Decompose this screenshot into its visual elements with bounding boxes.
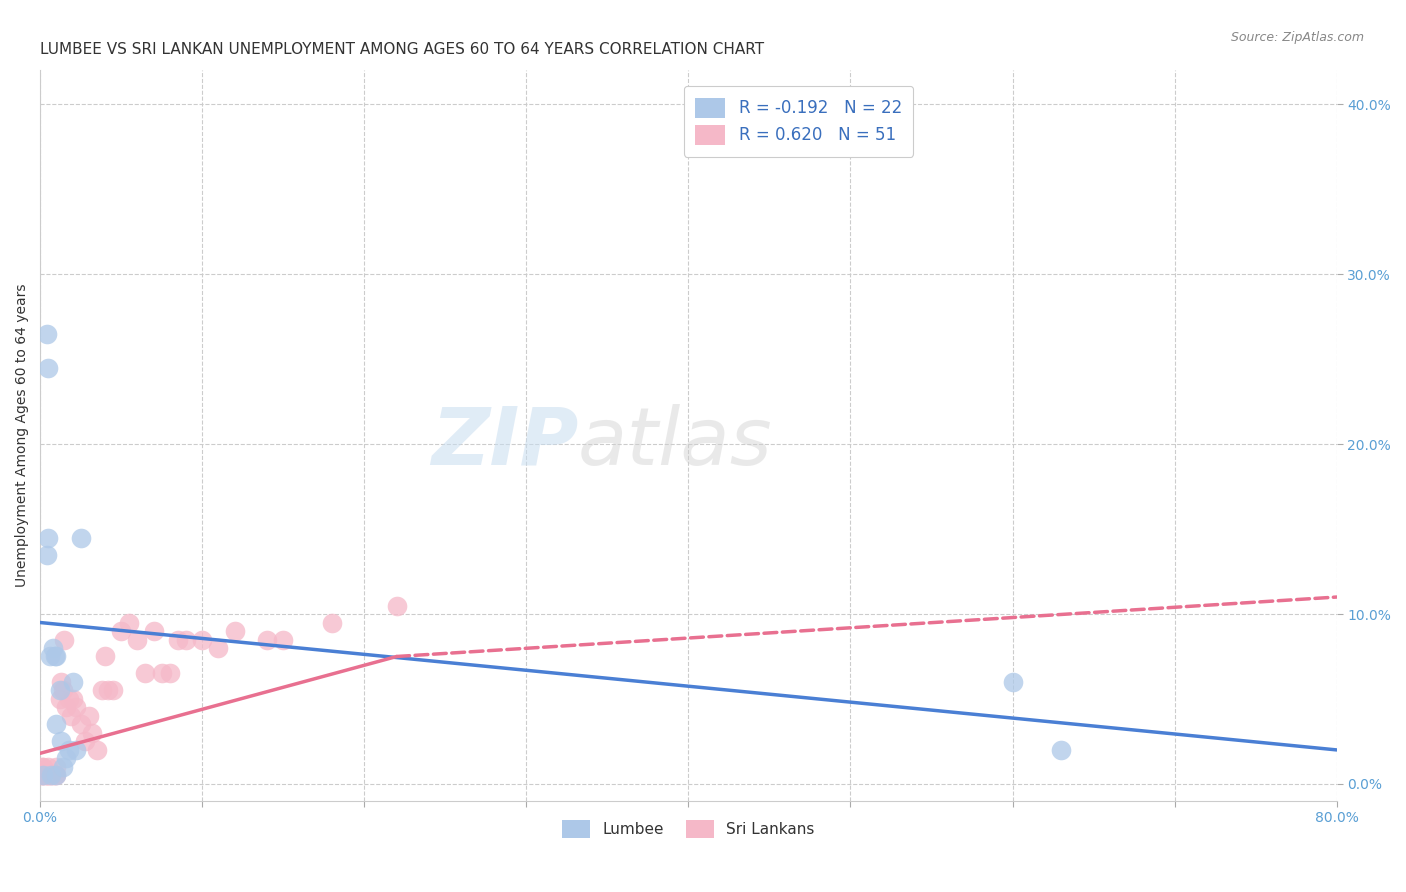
Point — [191, 632, 214, 647]
Y-axis label: Unemployment Among Ages 60 to 64 years: Unemployment Among Ages 60 to 64 years — [15, 284, 30, 588]
Point — [256, 632, 278, 647]
Point — [34, 764, 56, 778]
Legend: Lumbee, Sri Lankans: Lumbee, Sri Lankans — [557, 814, 821, 845]
Point — [224, 624, 246, 638]
Point — [41, 768, 63, 782]
Point — [55, 700, 77, 714]
Point — [44, 649, 66, 664]
Point — [52, 760, 75, 774]
Point — [159, 666, 181, 681]
Point — [1001, 675, 1024, 690]
Point — [97, 683, 120, 698]
Point — [45, 768, 67, 782]
Point — [58, 692, 80, 706]
Point — [53, 632, 76, 647]
Point — [127, 632, 149, 647]
Point — [65, 700, 87, 714]
Point — [37, 531, 59, 545]
Point — [62, 692, 84, 706]
Point — [31, 768, 53, 782]
Point — [58, 743, 80, 757]
Point — [35, 768, 58, 782]
Text: LUMBEE VS SRI LANKAN UNEMPLOYMENT AMONG AGES 60 TO 64 YEARS CORRELATION CHART: LUMBEE VS SRI LANKAN UNEMPLOYMENT AMONG … — [41, 42, 765, 57]
Point — [62, 675, 84, 690]
Point — [167, 632, 190, 647]
Point — [80, 726, 103, 740]
Point — [101, 683, 124, 698]
Point — [86, 743, 108, 757]
Point — [55, 751, 77, 765]
Point — [45, 649, 67, 664]
Point — [41, 768, 63, 782]
Point — [110, 624, 132, 638]
Text: Source: ZipAtlas.com: Source: ZipAtlas.com — [1230, 31, 1364, 45]
Point — [42, 640, 65, 655]
Point — [45, 768, 67, 782]
Point — [59, 709, 82, 723]
Point — [38, 768, 60, 782]
Point — [52, 683, 75, 698]
Point — [174, 632, 197, 647]
Point — [31, 760, 53, 774]
Point — [118, 615, 141, 630]
Point — [94, 649, 117, 664]
Point — [69, 531, 91, 545]
Point — [37, 760, 59, 774]
Point — [48, 683, 70, 698]
Point — [37, 768, 59, 782]
Point — [385, 599, 408, 613]
Point — [44, 768, 66, 782]
Point — [35, 548, 58, 562]
Point — [271, 632, 294, 647]
Point — [45, 717, 67, 731]
Point — [207, 640, 229, 655]
Point — [32, 768, 55, 782]
Point — [31, 768, 53, 782]
Point — [65, 743, 87, 757]
Point — [51, 734, 73, 748]
Point — [45, 760, 67, 774]
Point — [37, 360, 59, 375]
Point — [134, 666, 156, 681]
Point — [90, 683, 112, 698]
Point — [75, 734, 97, 748]
Point — [321, 615, 343, 630]
Text: ZIP: ZIP — [430, 404, 578, 482]
Point — [34, 768, 56, 782]
Point — [77, 709, 100, 723]
Point — [150, 666, 173, 681]
Point — [32, 768, 55, 782]
Point — [51, 675, 73, 690]
Point — [1050, 743, 1073, 757]
Point — [35, 326, 58, 341]
Point — [32, 760, 55, 774]
Point — [69, 717, 91, 731]
Point — [42, 768, 65, 782]
Text: atlas: atlas — [578, 404, 773, 482]
Point — [38, 649, 60, 664]
Point — [48, 692, 70, 706]
Point — [142, 624, 165, 638]
Point — [35, 768, 58, 782]
